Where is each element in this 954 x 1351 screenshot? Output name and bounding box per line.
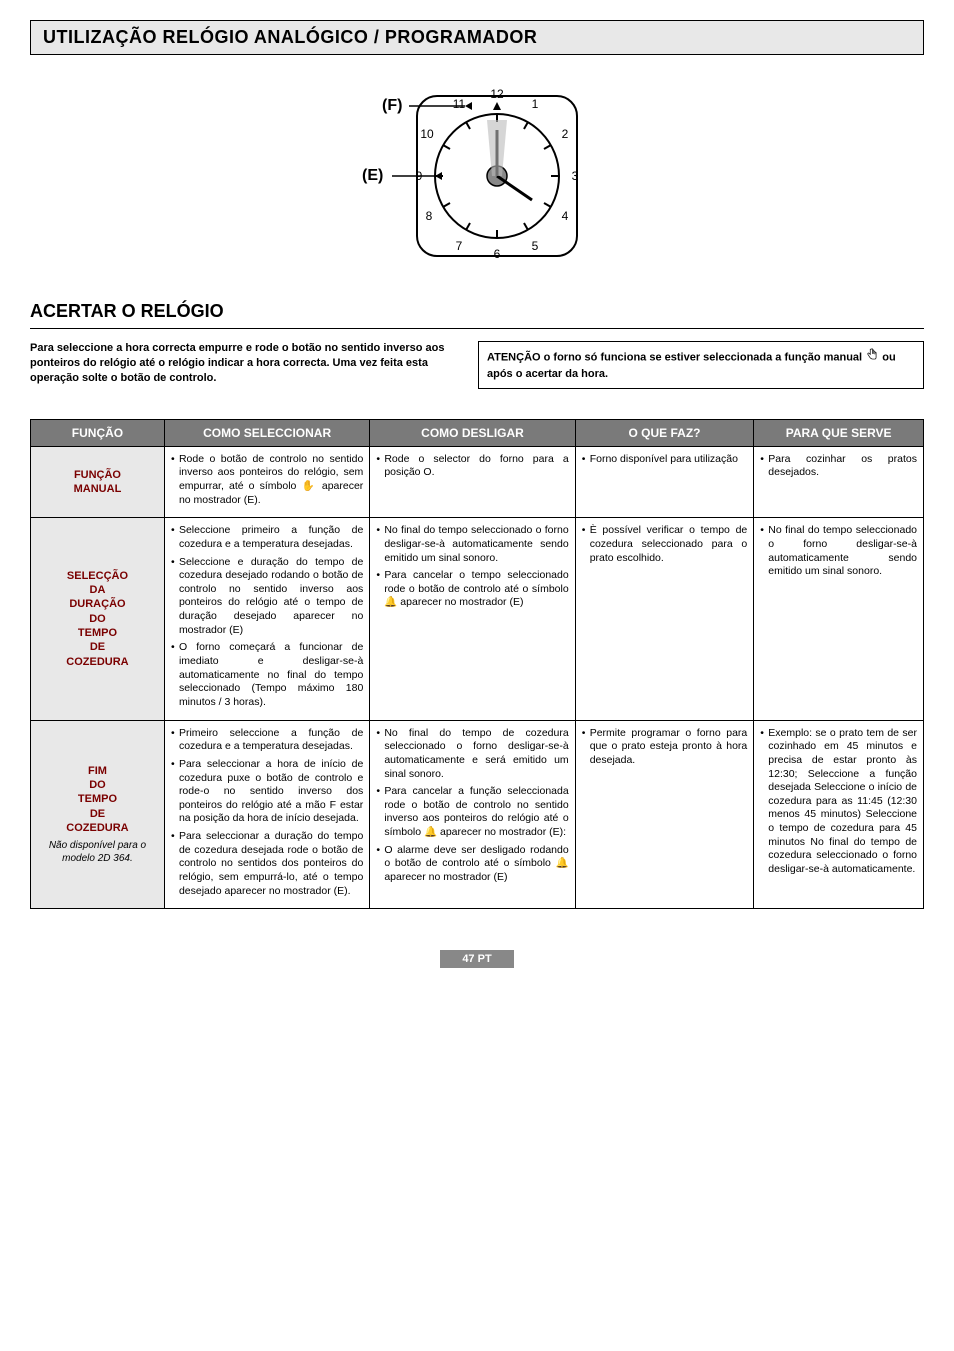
cell-bullet: Seleccione primeiro a função de cozedura… xyxy=(171,524,363,551)
page-footer: 47 PT xyxy=(30,949,924,967)
instructions-right-box: ATENÇÃO o forno só funciona se estiver s… xyxy=(478,341,924,389)
svg-text:2: 2 xyxy=(562,127,569,141)
svg-text:8: 8 xyxy=(426,209,433,223)
cell-bullet: Rode o selector do forno para a posição … xyxy=(376,453,568,480)
cell-bullet: Para seleccionar a duração do tempo de c… xyxy=(171,830,363,898)
svg-text:11: 11 xyxy=(453,97,466,111)
table-cell: Para cozinhar os pratos desejados. xyxy=(754,446,924,518)
cell-bullet: Rode o botão de controlo no sentido inve… xyxy=(171,453,363,508)
cell-bullet: No final do tempo seleccionado o forno d… xyxy=(376,524,568,565)
row-head: FIMDOTEMPODECOZEDURANão disponível para … xyxy=(31,720,165,909)
cell-bullet: È possível verificar o tempo de cozedura… xyxy=(582,524,748,565)
table-cell: No final do tempo de cozedura selecciona… xyxy=(370,720,575,909)
table-cell: Primeiro seleccione a função de cozedura… xyxy=(164,720,369,909)
table-cell: No final do tempo seleccionado o forno d… xyxy=(370,518,575,720)
svg-text:5: 5 xyxy=(532,239,539,253)
clock-svg: (F) (E) 12 1 2 3 xyxy=(317,80,637,260)
cell-bullet: Forno disponível para utilização xyxy=(582,453,748,467)
cell-bullet: Para cancelar a função seleccionada rode… xyxy=(376,785,568,840)
label-f: (F) xyxy=(382,97,402,114)
th-seleccionar: COMO SELECCIONAR xyxy=(164,419,369,446)
svg-text:7: 7 xyxy=(456,239,463,253)
cell-bullet: Para cozinhar os pratos desejados. xyxy=(760,453,917,480)
instructions-row: Para seleccione a hora correcta empurre … xyxy=(30,341,924,389)
table-header-row: FUNÇÃO COMO SELECCIONAR COMO DESLIGAR O … xyxy=(31,419,924,446)
table-cell: Seleccione primeiro a função de cozedura… xyxy=(164,518,369,720)
table-cell: No final do tempo seleccionado o forno d… xyxy=(754,518,924,720)
indicator-arrow xyxy=(493,102,501,110)
cell-bullet: Para cancelar o tempo seleccionado rode … xyxy=(376,569,568,610)
svg-text:3: 3 xyxy=(572,169,579,183)
table-cell: Rode o botão de controlo no sentido inve… xyxy=(164,446,369,518)
svg-text:4: 4 xyxy=(562,209,569,223)
cell-bullet: O forno começará a funcionar de imediato… xyxy=(171,641,363,709)
table-cell: È possível verificar o tempo de cozedura… xyxy=(575,518,754,720)
svg-text:1: 1 xyxy=(532,97,539,111)
th-faz: O QUE FAZ? xyxy=(575,419,754,446)
table-row: SELECÇÃODADURAÇÃODOTEMPODECOZEDURASelecc… xyxy=(31,518,924,720)
svg-text:6: 6 xyxy=(494,247,501,260)
svg-text:12: 12 xyxy=(490,87,504,101)
page-number: 47 PT xyxy=(440,950,513,968)
row-head: SELECÇÃODADURAÇÃODOTEMPODECOZEDURA xyxy=(31,518,165,720)
section-subtitle: ACERTAR O RELÓGIO xyxy=(30,295,924,329)
cell-bullet: Primeiro seleccione a função de cozedura… xyxy=(171,727,363,754)
table-cell: Exemplo: se o prato tem de ser cozinhado… xyxy=(754,720,924,909)
label-e: (E) xyxy=(362,167,383,184)
svg-text:9: 9 xyxy=(416,169,423,183)
cell-bullet: Permite programar o forno para que o pra… xyxy=(582,727,748,768)
clock-diagram: (F) (E) 12 1 2 3 xyxy=(30,80,924,265)
cell-bullet: No final do tempo de cozedura selecciona… xyxy=(376,727,568,782)
instructions-left: Para seleccione a hora correcta empurre … xyxy=(30,341,458,386)
cell-bullet: O alarme deve ser desligado rodando o bo… xyxy=(376,844,568,885)
table-row: FIMDOTEMPODECOZEDURANão disponível para … xyxy=(31,720,924,909)
cell-bullet: No final do tempo seleccionado o forno d… xyxy=(760,524,917,579)
functions-table: FUNÇÃO COMO SELECCIONAR COMO DESLIGAR O … xyxy=(30,419,924,910)
cell-bullet: Exemplo: se o prato tem de ser cozinhado… xyxy=(760,727,917,877)
cell-bullet: Para seleccionar a hora de início de coz… xyxy=(171,758,363,826)
hand-icon xyxy=(865,348,879,367)
cell-bullet: Seleccione e duração do tempo de cozedur… xyxy=(171,556,363,638)
table-cell: Permite programar o forno para que o pra… xyxy=(575,720,754,909)
table-cell: Rode o selector do forno para a posição … xyxy=(370,446,575,518)
th-desligar: COMO DESLIGAR xyxy=(370,419,575,446)
page-title: UTILIZAÇÃO RELÓGIO ANALÓGICO / PROGRAMAD… xyxy=(30,20,924,55)
row-head: FUNÇÃOMANUAL xyxy=(31,446,165,518)
svg-text:10: 10 xyxy=(420,127,434,141)
table-cell: Forno disponível para utilização xyxy=(575,446,754,518)
table-row: FUNÇÃOMANUALRode o botão de controlo no … xyxy=(31,446,924,518)
th-funcao: FUNÇÃO xyxy=(31,419,165,446)
th-serve: PARA QUE SERVE xyxy=(754,419,924,446)
attention-text-before: ATENÇÃO o forno só funciona se estiver s… xyxy=(487,351,865,363)
